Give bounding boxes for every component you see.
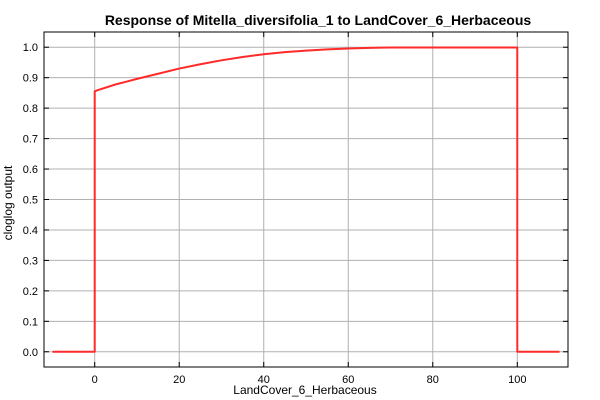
x-tick-label: 0 bbox=[92, 374, 98, 386]
x-tick-label: 40 bbox=[258, 374, 270, 386]
x-tick-label: 80 bbox=[427, 374, 439, 386]
y-axis-label: cloglog output bbox=[1, 165, 15, 240]
y-tick-label: 0.5 bbox=[23, 195, 38, 207]
y-tick-label: 0.4 bbox=[23, 225, 38, 237]
x-tick-label: 100 bbox=[508, 374, 526, 386]
y-tick-label: 1.0 bbox=[23, 42, 38, 54]
y-tick-label: 0.7 bbox=[23, 134, 38, 146]
x-tick-labels: 0 20 40 60 80 100 bbox=[92, 374, 527, 386]
chart-title: Response of Mitella_diversifolia_1 to La… bbox=[105, 12, 532, 28]
y-tick-label: 0.2 bbox=[23, 286, 38, 298]
y-tick-labels: 0.0 0.1 0.2 0.3 0.4 0.5 0.6 0.7 0.8 0.9 1.0 bbox=[23, 42, 38, 359]
series-layer bbox=[52, 46, 560, 353]
plot-frame bbox=[43, 31, 569, 368]
y-tick-label: 0.6 bbox=[23, 164, 38, 176]
y-tick-label: 0.1 bbox=[23, 316, 38, 328]
axis-ticks bbox=[44, 32, 568, 367]
y-tick-label: 0.0 bbox=[23, 347, 38, 359]
y-tick-label: 0.8 bbox=[23, 103, 38, 115]
x-tick-label: 60 bbox=[342, 374, 354, 386]
y-tick-label: 0.9 bbox=[23, 73, 38, 85]
x-axis-label: LandCover_6_Herbaceous bbox=[233, 383, 376, 397]
y-tick-label: 0.3 bbox=[23, 255, 38, 267]
x-tick-label: 20 bbox=[173, 374, 185, 386]
series-line bbox=[52, 46, 560, 353]
